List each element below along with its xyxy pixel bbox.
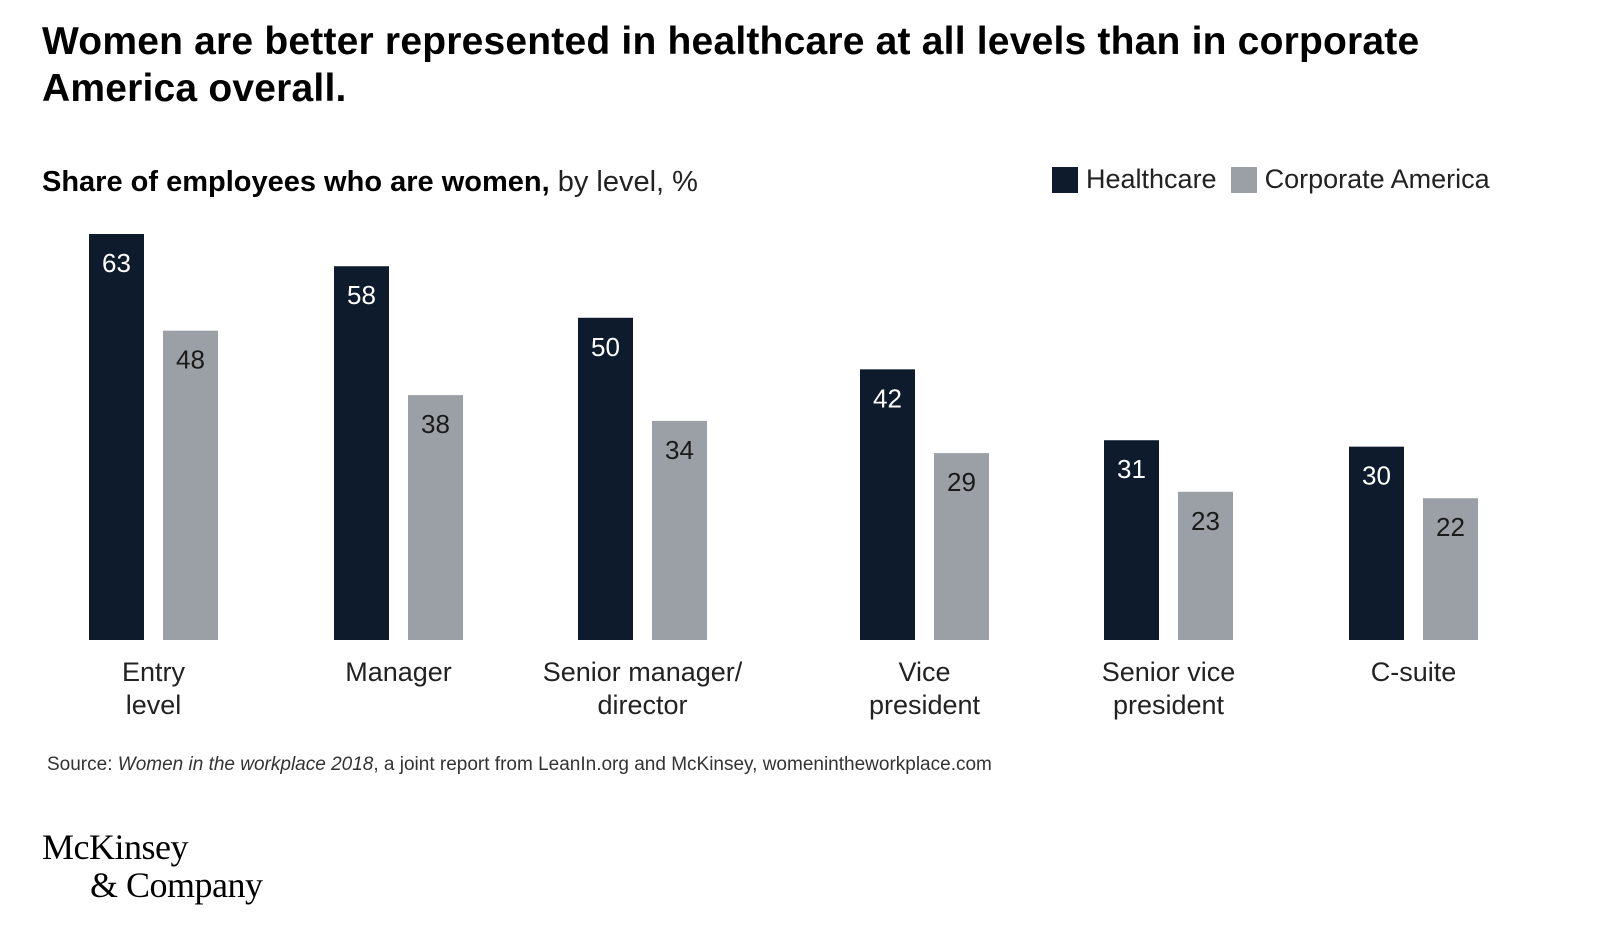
subtitle-light: by level, % (549, 166, 698, 198)
data-label-healthcare-0: 63 (102, 248, 131, 278)
data-label-corporate-america-3: 29 (947, 467, 976, 497)
category-label-0-line-1: level (126, 690, 182, 720)
data-label-healthcare-5: 30 (1362, 461, 1391, 491)
data-label-healthcare-3: 42 (873, 383, 902, 413)
bar-corporate-america-0 (163, 330, 218, 640)
chart-subtitle: Share of employees who are women, by lev… (42, 164, 698, 200)
subtitle-bold: Share of employees who are women, (42, 166, 550, 198)
data-label-corporate-america-1: 38 (421, 409, 450, 439)
data-label-healthcare-1: 58 (347, 280, 376, 310)
bar-corporate-america-4 (1178, 491, 1233, 640)
source-prefix: Source: (47, 754, 118, 775)
data-label-corporate-america-2: 34 (665, 435, 694, 465)
bar-healthcare-5 (1349, 446, 1404, 640)
bar-healthcare-3 (860, 369, 915, 640)
bar-healthcare-0 (89, 234, 144, 640)
legend-swatch-healthcare (1052, 166, 1078, 193)
legend-label-corporate-america: Corporate America (1264, 164, 1490, 194)
legend-item-corporate-america: Corporate America (1230, 164, 1490, 195)
category-label-4-line-0: Senior vice (1102, 657, 1236, 687)
bar-healthcare-2 (578, 317, 633, 640)
category-label-2-line-1: director (597, 690, 687, 720)
data-label-healthcare-4: 31 (1117, 454, 1146, 484)
legend: Healthcare Corporate America (1052, 164, 1504, 195)
data-label-corporate-america-4: 23 (1191, 506, 1220, 536)
category-label-3-line-0: Vice (898, 657, 950, 687)
chart-title: Women are better represented in healthca… (42, 20, 1420, 110)
category-label-2-line-0: Senior manager/ (543, 657, 743, 687)
category-label-5-line-0: C-suite (1371, 657, 1457, 687)
legend-label-healthcare: Healthcare (1086, 164, 1217, 194)
bar-corporate-america-1 (408, 395, 463, 640)
source-title: Women in the workplace 2018 (117, 754, 374, 775)
data-label-corporate-america-0: 48 (176, 345, 205, 375)
logo-line-2: & Company (90, 865, 263, 905)
source-rest: , a joint report from LeanIn.org and McK… (373, 754, 992, 775)
source-note: Source: Women in the workplace 2018, a j… (47, 754, 992, 776)
data-label-healthcare-2: 50 (591, 332, 620, 362)
bar-corporate-america-3 (934, 453, 989, 640)
logo-line-1: McKinsey (42, 827, 188, 867)
category-label-1-line-0: Manager (345, 657, 452, 687)
category-label-3-line-1: president (869, 690, 981, 720)
category-label-0-line-0: Entry (122, 657, 186, 687)
bar-corporate-america-2 (652, 420, 707, 640)
category-label-4-line-1: president (1113, 690, 1225, 720)
legend-item-healthcare: Healthcare (1052, 164, 1217, 195)
bar-healthcare-1 (334, 266, 389, 640)
data-label-corporate-america-5: 22 (1436, 512, 1465, 542)
bar-healthcare-4 (1104, 440, 1159, 640)
mckinsey-logo: McKinsey & Company (42, 828, 263, 904)
legend-swatch-corporate-america (1230, 166, 1257, 193)
bar-corporate-america-5 (1423, 498, 1478, 640)
